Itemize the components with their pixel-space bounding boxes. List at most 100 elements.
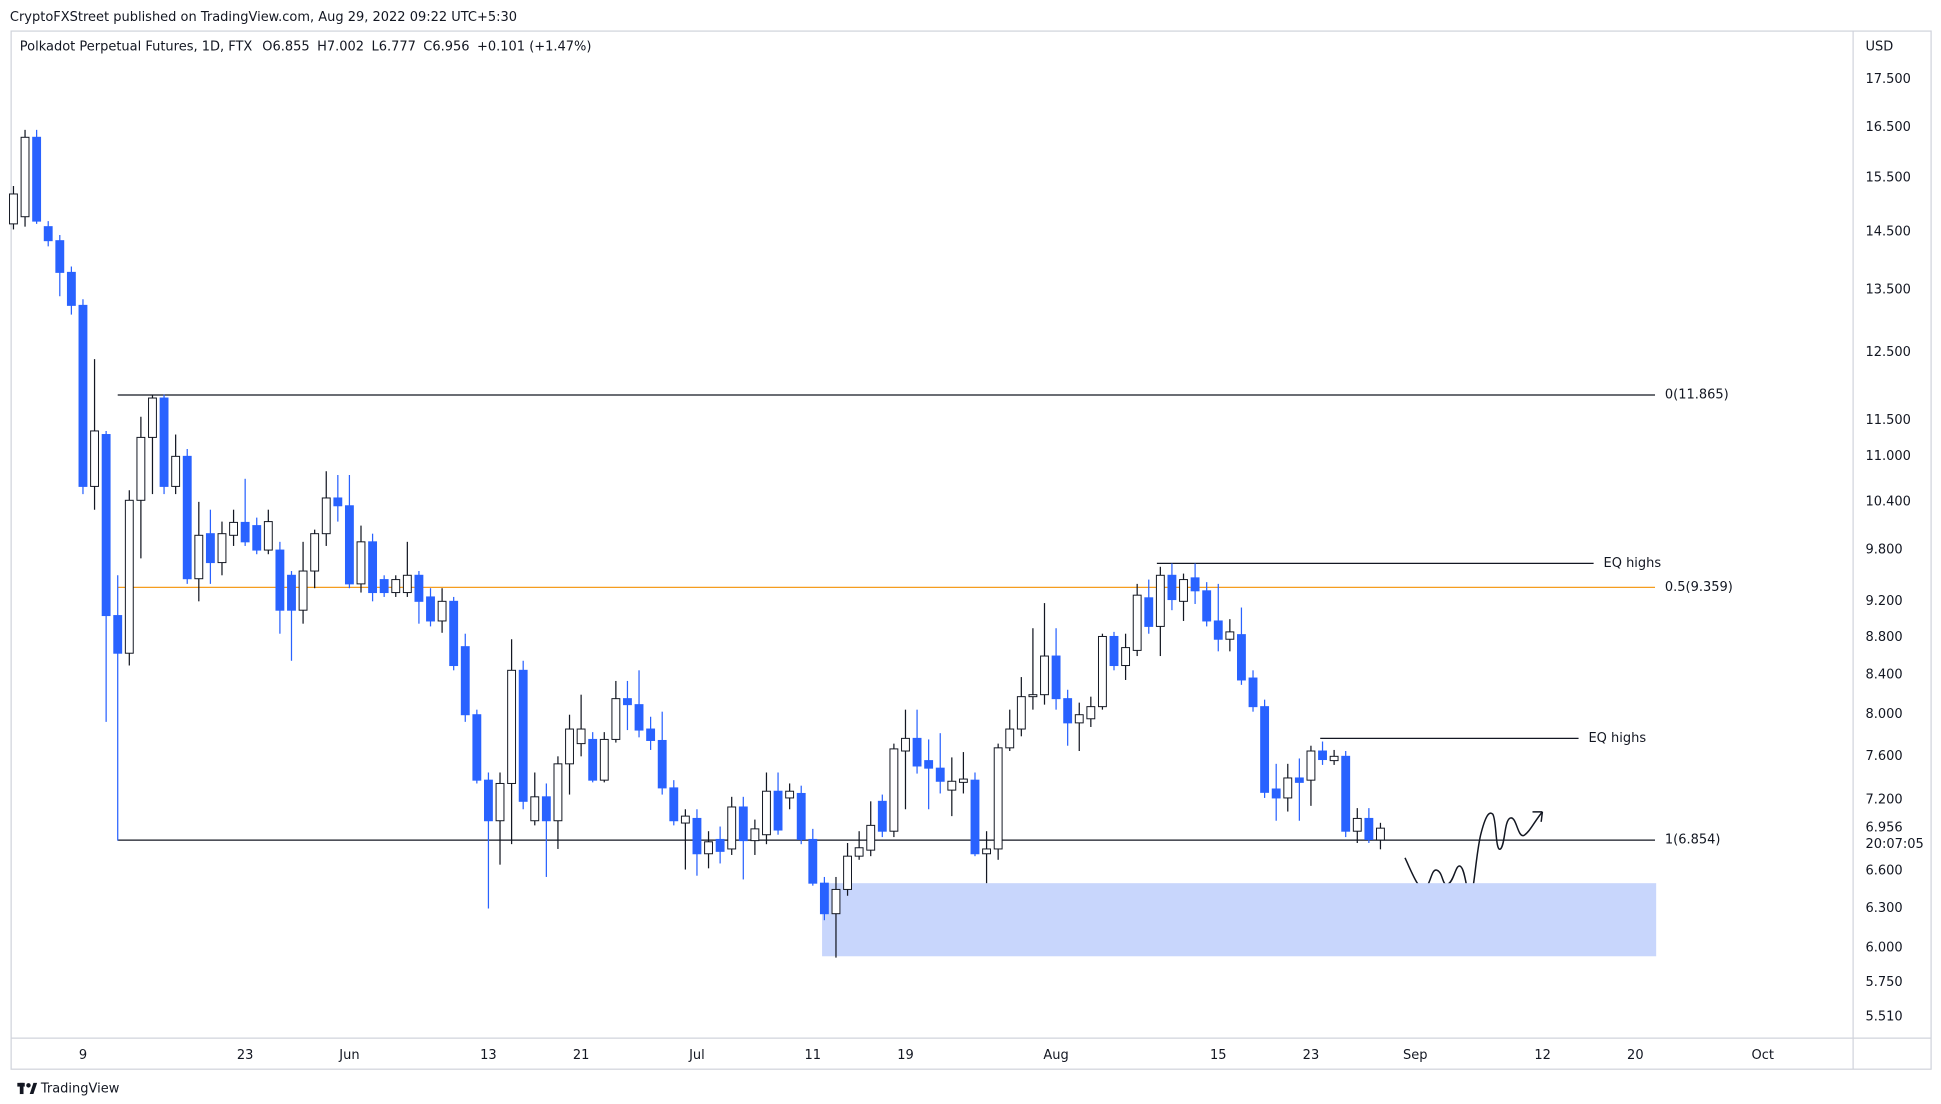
candle-body [356, 541, 366, 585]
x-tick-label: 15 [1210, 1048, 1227, 1063]
candle-body [796, 792, 806, 840]
candle-body [391, 579, 401, 594]
candle-body [1167, 574, 1177, 601]
y-tick-label: 11.500 [1865, 413, 1910, 428]
candle-body [518, 669, 528, 802]
candle-body [113, 615, 123, 654]
candle-body [599, 738, 609, 781]
level-label: 0(11.865) [1665, 387, 1729, 402]
candle-body [843, 855, 852, 890]
candle-body [240, 521, 250, 543]
candle-body [912, 737, 922, 767]
candle-body [750, 828, 760, 842]
candle-body [310, 533, 320, 572]
x-tick-label: 12 [1534, 1048, 1551, 1063]
y-axis-label: USD [1865, 40, 1893, 55]
candle-body [159, 397, 169, 487]
candle-body [588, 738, 598, 781]
candle-body [298, 570, 308, 611]
logo-part [19, 1082, 24, 1095]
candle-body [819, 882, 829, 915]
logo-part [29, 1082, 38, 1095]
candle-body [449, 600, 459, 667]
candle-body [1097, 635, 1107, 708]
ohlc-legend: H7.002 [317, 40, 364, 55]
x-tick-label: 20 [1627, 1048, 1644, 1063]
y-tick-label: 11.000 [1865, 449, 1910, 464]
candle-body [634, 704, 644, 731]
y-tick-label: 17.500 [1865, 72, 1910, 87]
candle-body [727, 806, 737, 850]
candle-body [275, 549, 285, 611]
candle-body [611, 698, 621, 740]
ohlc-legend: O6.855 [262, 40, 309, 55]
y-tick-label: 14.500 [1865, 225, 1910, 240]
candle-body [78, 304, 88, 487]
logo-part [26, 1083, 31, 1088]
candle-body [90, 430, 99, 487]
level-label: EQ highs [1604, 556, 1662, 571]
x-tick-label: 21 [573, 1048, 590, 1063]
candle-body [565, 728, 574, 765]
candle-body [252, 525, 262, 551]
candle-body [1225, 631, 1235, 640]
candle-body [808, 838, 818, 884]
candle-body [773, 790, 783, 831]
candle-body [947, 780, 957, 791]
candle-body [1318, 750, 1327, 761]
candle-body [460, 646, 470, 716]
candle-body [426, 596, 435, 622]
x-tick-label: 11 [805, 1048, 822, 1063]
y-tick-label: 10.400 [1865, 494, 1910, 509]
candle-body [171, 455, 181, 487]
candle-body [136, 436, 146, 501]
candle-body [1016, 696, 1026, 730]
candle-body [530, 796, 540, 822]
candle-body [553, 763, 563, 822]
candle-body [414, 574, 424, 602]
y-tick-label: 15.500 [1865, 171, 1910, 186]
candle-body [854, 847, 864, 857]
candle-body [993, 747, 1003, 850]
candle-body [101, 434, 111, 617]
candle-body [1352, 817, 1362, 832]
candle-body [1306, 750, 1316, 781]
last-price-label: 6.956 [1865, 821, 1902, 836]
x-tick-label: 19 [897, 1048, 914, 1063]
y-tick-label: 6.300 [1865, 901, 1902, 916]
candle-body [495, 782, 505, 822]
candle-body [958, 778, 968, 783]
y-tick-label: 5.750 [1865, 975, 1902, 990]
candle-body [1028, 694, 1038, 698]
y-tick-label: 6.000 [1865, 941, 1902, 956]
candle-body [43, 226, 53, 242]
candle-body [1040, 655, 1049, 696]
candle-body [368, 541, 378, 594]
candle-body [1294, 777, 1304, 783]
y-tick-label: 8.800 [1865, 630, 1902, 645]
candle-body [66, 271, 76, 306]
candle-body [1063, 698, 1073, 724]
candle-body [1179, 579, 1188, 602]
ohlc-legend: +0.101 (+1.47%) [477, 40, 591, 55]
x-tick-label: 13 [480, 1048, 497, 1063]
ohlc-legend: C6.956 [423, 40, 469, 55]
candle-body [1074, 714, 1084, 724]
candle-body [1086, 706, 1096, 720]
candle-body [124, 499, 134, 654]
level-label: EQ highs [1588, 731, 1646, 746]
footer-brand: TradingView [40, 1082, 120, 1097]
candle-body [344, 505, 354, 585]
candle-body [623, 698, 632, 706]
demand-zone [822, 883, 1657, 957]
candle-body [217, 533, 227, 564]
candle-body [263, 521, 273, 551]
candle-body [831, 888, 841, 915]
candle-body [379, 579, 389, 594]
candle-body [669, 787, 679, 822]
y-tick-label: 16.500 [1865, 120, 1910, 135]
y-tick-label: 8.000 [1865, 707, 1902, 722]
candle-body [1237, 634, 1246, 681]
level-label: 0.5(9.359) [1665, 580, 1733, 595]
y-tick-label: 7.200 [1865, 793, 1902, 808]
